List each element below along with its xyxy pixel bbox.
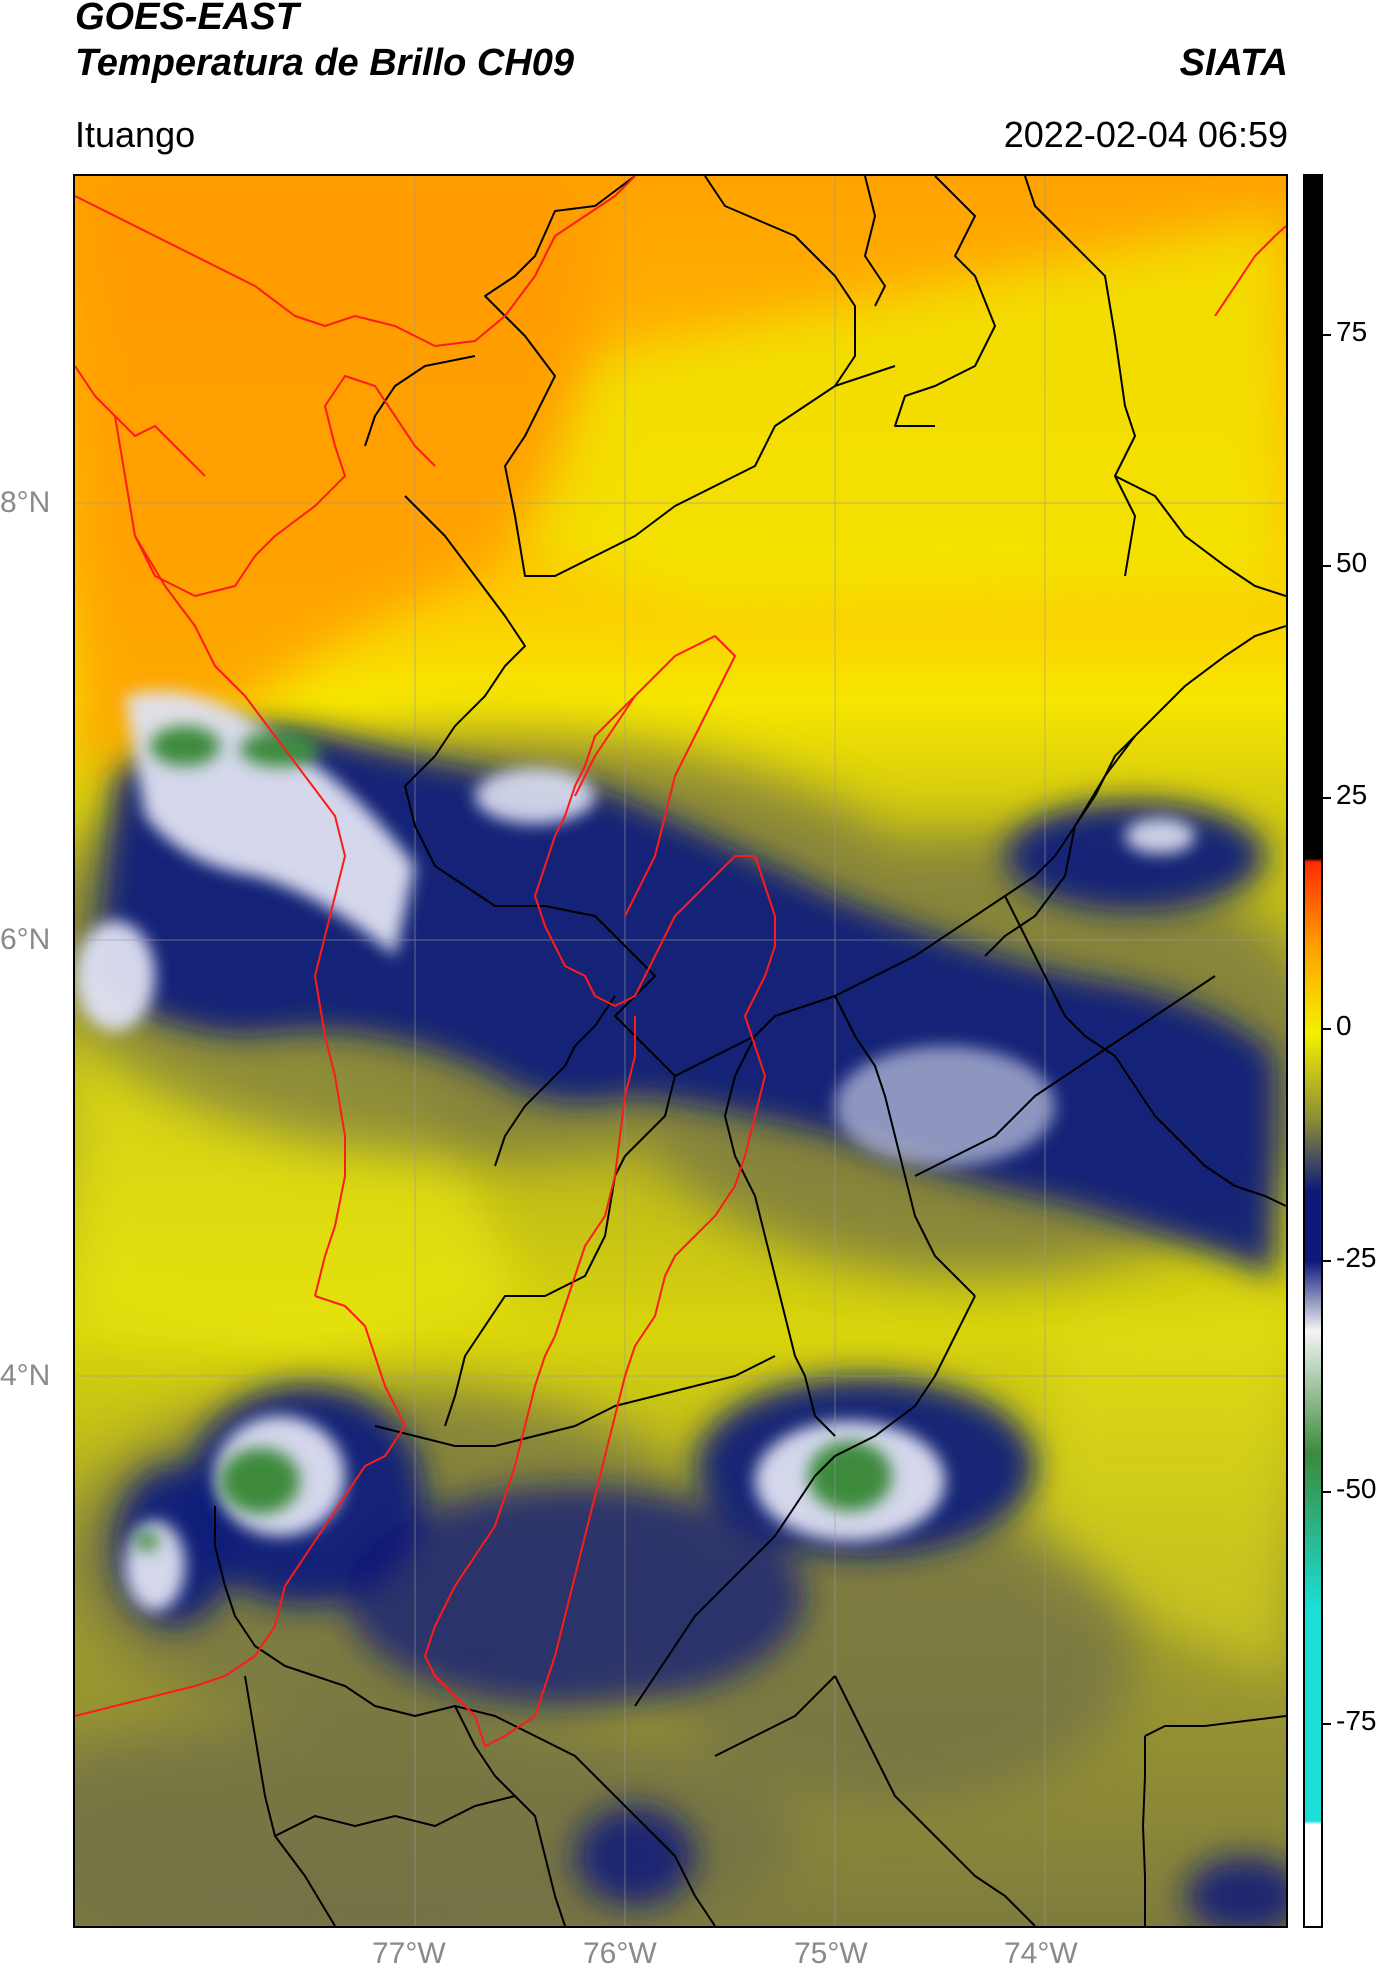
colorbar-tick xyxy=(1323,1491,1331,1493)
graticule xyxy=(75,176,1286,1926)
colorbar-label-0: 0 xyxy=(1336,1010,1352,1041)
lon-label-77w: 77°W xyxy=(372,1937,446,1970)
lat-label-6n: 6°N xyxy=(0,923,51,956)
satellite-map[interactable] xyxy=(73,174,1288,1928)
colorbar-label-50: 50 xyxy=(1336,547,1368,578)
colorbar-tick xyxy=(1323,1723,1331,1725)
colorbar-label-minus25: -25 xyxy=(1336,1242,1377,1273)
colorbar-tick xyxy=(1323,1028,1331,1030)
brightness-temperature-field xyxy=(75,176,1286,1926)
country-coast-borders xyxy=(75,176,1286,1747)
lat-label-4n: 4°N xyxy=(0,1359,51,1392)
lon-label-76w: 76°W xyxy=(583,1937,657,1970)
location-label: Ituango xyxy=(75,114,196,155)
colorbar-tick xyxy=(1323,334,1331,336)
colorbar-tick xyxy=(1323,797,1331,799)
colorbar-tick xyxy=(1323,565,1331,567)
satellite-title: GOES-EAST xyxy=(75,0,299,38)
colorbar-label-75: 75 xyxy=(1336,316,1368,347)
department-borders xyxy=(214,176,1286,1926)
colorbar xyxy=(1303,174,1323,1928)
lat-label-8n: 8°N xyxy=(0,486,51,519)
lon-label-75w: 75°W xyxy=(794,1937,868,1970)
lon-label-74w: 74°W xyxy=(1004,1937,1078,1970)
timestamp-label: 2022-02-04 06:59 xyxy=(1003,114,1288,155)
colorbar-label-minus50: -50 xyxy=(1336,1473,1377,1504)
colorbar-tick xyxy=(1323,1260,1331,1262)
product-title: Temperatura de Brillo CH09 xyxy=(75,42,575,84)
colorbar-label-25: 25 xyxy=(1336,779,1368,810)
colorbar-label-minus75: -75 xyxy=(1336,1705,1377,1736)
brand-label: SIATA xyxy=(1179,42,1288,84)
